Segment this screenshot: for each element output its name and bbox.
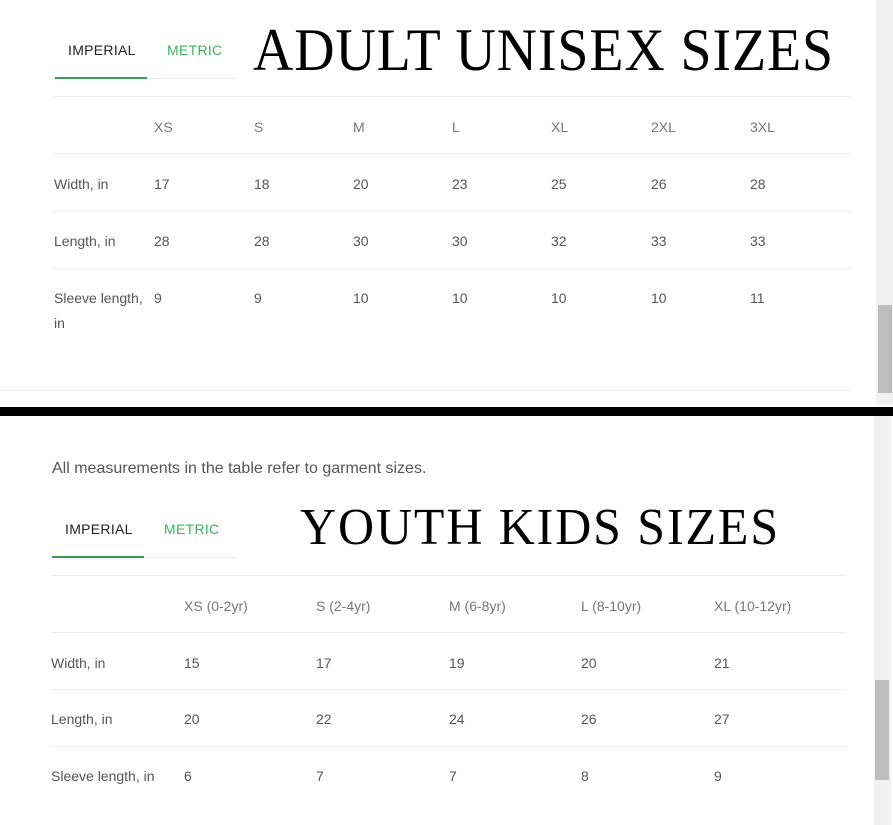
row-divider	[54, 96, 850, 97]
table-cell: 9	[154, 290, 162, 306]
table-cell: 33	[750, 233, 766, 249]
table-cell: 6	[184, 768, 192, 784]
table-cell: 10	[353, 290, 369, 306]
column-header: L	[452, 119, 460, 135]
tab-imperial[interactable]: IMPERIAL	[65, 521, 133, 537]
column-header: M	[353, 119, 365, 135]
tab-track	[52, 557, 236, 558]
active-tab-indicator	[55, 77, 147, 79]
table-cell: 22	[316, 711, 332, 727]
column-header: L (8-10yr)	[581, 598, 642, 614]
row-divider	[51, 575, 847, 576]
table-cell: 17	[154, 176, 170, 192]
table-cell: 30	[452, 233, 468, 249]
column-header: 2XL	[651, 119, 676, 135]
tab-imperial[interactable]: IMPERIAL	[68, 42, 136, 58]
measurement-note: All measurements in the table refer to g…	[52, 460, 427, 477]
table-cell: 20	[581, 655, 597, 671]
table-cell: 18	[254, 176, 270, 192]
row-label: Length, in	[54, 233, 116, 249]
column-header: XL	[551, 119, 569, 135]
table-cell: 26	[651, 176, 667, 192]
table-cell: 11	[750, 290, 765, 306]
table-cell: 28	[254, 233, 270, 249]
column-header: 3XL	[750, 119, 775, 135]
panel-bottom-line	[0, 390, 850, 391]
row-label: Width, in	[51, 655, 106, 671]
table-cell: 19	[449, 655, 465, 671]
column-header: XL (10-12yr)	[714, 598, 792, 614]
row-divider	[51, 746, 847, 747]
table-cell: 33	[651, 233, 667, 249]
table-cell: 28	[750, 176, 766, 192]
youth-title: YOUTH KIDS SIZES	[300, 499, 780, 556]
row-label: Width, in	[54, 176, 109, 192]
scrollbar-thumb[interactable]	[878, 305, 892, 393]
table-cell: 20	[353, 176, 369, 192]
section-divider	[0, 407, 893, 416]
table-cell: 10	[651, 290, 667, 306]
table-cell: 21	[714, 655, 730, 671]
table-cell: 28	[154, 233, 170, 249]
table-cell: 32	[551, 233, 567, 249]
table-cell: 24	[449, 711, 465, 727]
table-cell: 30	[353, 233, 369, 249]
row-divider	[54, 153, 850, 154]
table-cell: 25	[551, 176, 567, 192]
table-cell: 20	[184, 711, 200, 727]
active-tab-indicator	[52, 556, 144, 558]
row-divider	[51, 689, 847, 690]
table-cell: 9	[254, 290, 262, 306]
adult-title: ADULT UNISEX SIZES	[253, 17, 834, 83]
column-header: M (6-8yr)	[449, 598, 506, 614]
table-cell: 17	[316, 655, 332, 671]
table-cell: 15	[184, 655, 200, 671]
row-label: Sleeve length, in	[51, 768, 155, 784]
column-header: S (2-4yr)	[316, 598, 371, 614]
row-divider	[51, 632, 847, 633]
table-cell: 9	[714, 768, 722, 784]
tab-metric[interactable]: METRIC	[164, 521, 220, 537]
column-header: XS (0-2yr)	[184, 598, 248, 614]
table-cell: 26	[581, 711, 597, 727]
column-header: XS	[154, 119, 173, 135]
scrollbar-track[interactable]	[876, 0, 893, 405]
column-header: S	[254, 119, 264, 135]
table-cell: 10	[452, 290, 468, 306]
row-divider	[54, 268, 850, 269]
table-cell: 27	[714, 711, 730, 727]
table-cell: 7	[449, 768, 457, 784]
table-cell: 23	[452, 176, 468, 192]
row-label: Length, in	[51, 711, 113, 727]
scrollbar-thumb[interactable]	[875, 680, 889, 780]
table-cell: 10	[551, 290, 567, 306]
row-label: Sleeve length, in	[54, 290, 143, 331]
row-divider	[54, 211, 850, 212]
table-cell: 7	[316, 768, 324, 784]
table-cell: 8	[581, 768, 589, 784]
tab-metric[interactable]: METRIC	[167, 42, 223, 58]
